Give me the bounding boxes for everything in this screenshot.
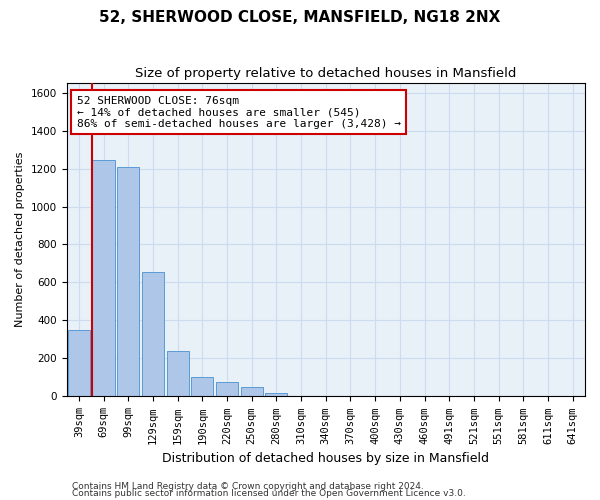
Title: Size of property relative to detached houses in Mansfield: Size of property relative to detached ho… — [135, 68, 517, 80]
Text: Contains public sector information licensed under the Open Government Licence v3: Contains public sector information licen… — [72, 490, 466, 498]
Bar — [117, 166, 139, 396]
X-axis label: Distribution of detached houses by size in Mansfield: Distribution of detached houses by size … — [162, 452, 489, 465]
Bar — [142, 272, 164, 396]
Bar — [265, 392, 287, 396]
Bar — [92, 160, 115, 396]
Bar — [68, 330, 90, 396]
Bar — [216, 382, 238, 396]
Bar — [167, 351, 189, 397]
Bar — [241, 387, 263, 396]
Bar — [191, 376, 214, 396]
Text: Contains HM Land Registry data © Crown copyright and database right 2024.: Contains HM Land Registry data © Crown c… — [72, 482, 424, 491]
Text: 52 SHERWOOD CLOSE: 76sqm
← 14% of detached houses are smaller (545)
86% of semi-: 52 SHERWOOD CLOSE: 76sqm ← 14% of detach… — [77, 96, 401, 129]
Text: 52, SHERWOOD CLOSE, MANSFIELD, NG18 2NX: 52, SHERWOOD CLOSE, MANSFIELD, NG18 2NX — [100, 10, 500, 25]
Y-axis label: Number of detached properties: Number of detached properties — [15, 152, 25, 328]
